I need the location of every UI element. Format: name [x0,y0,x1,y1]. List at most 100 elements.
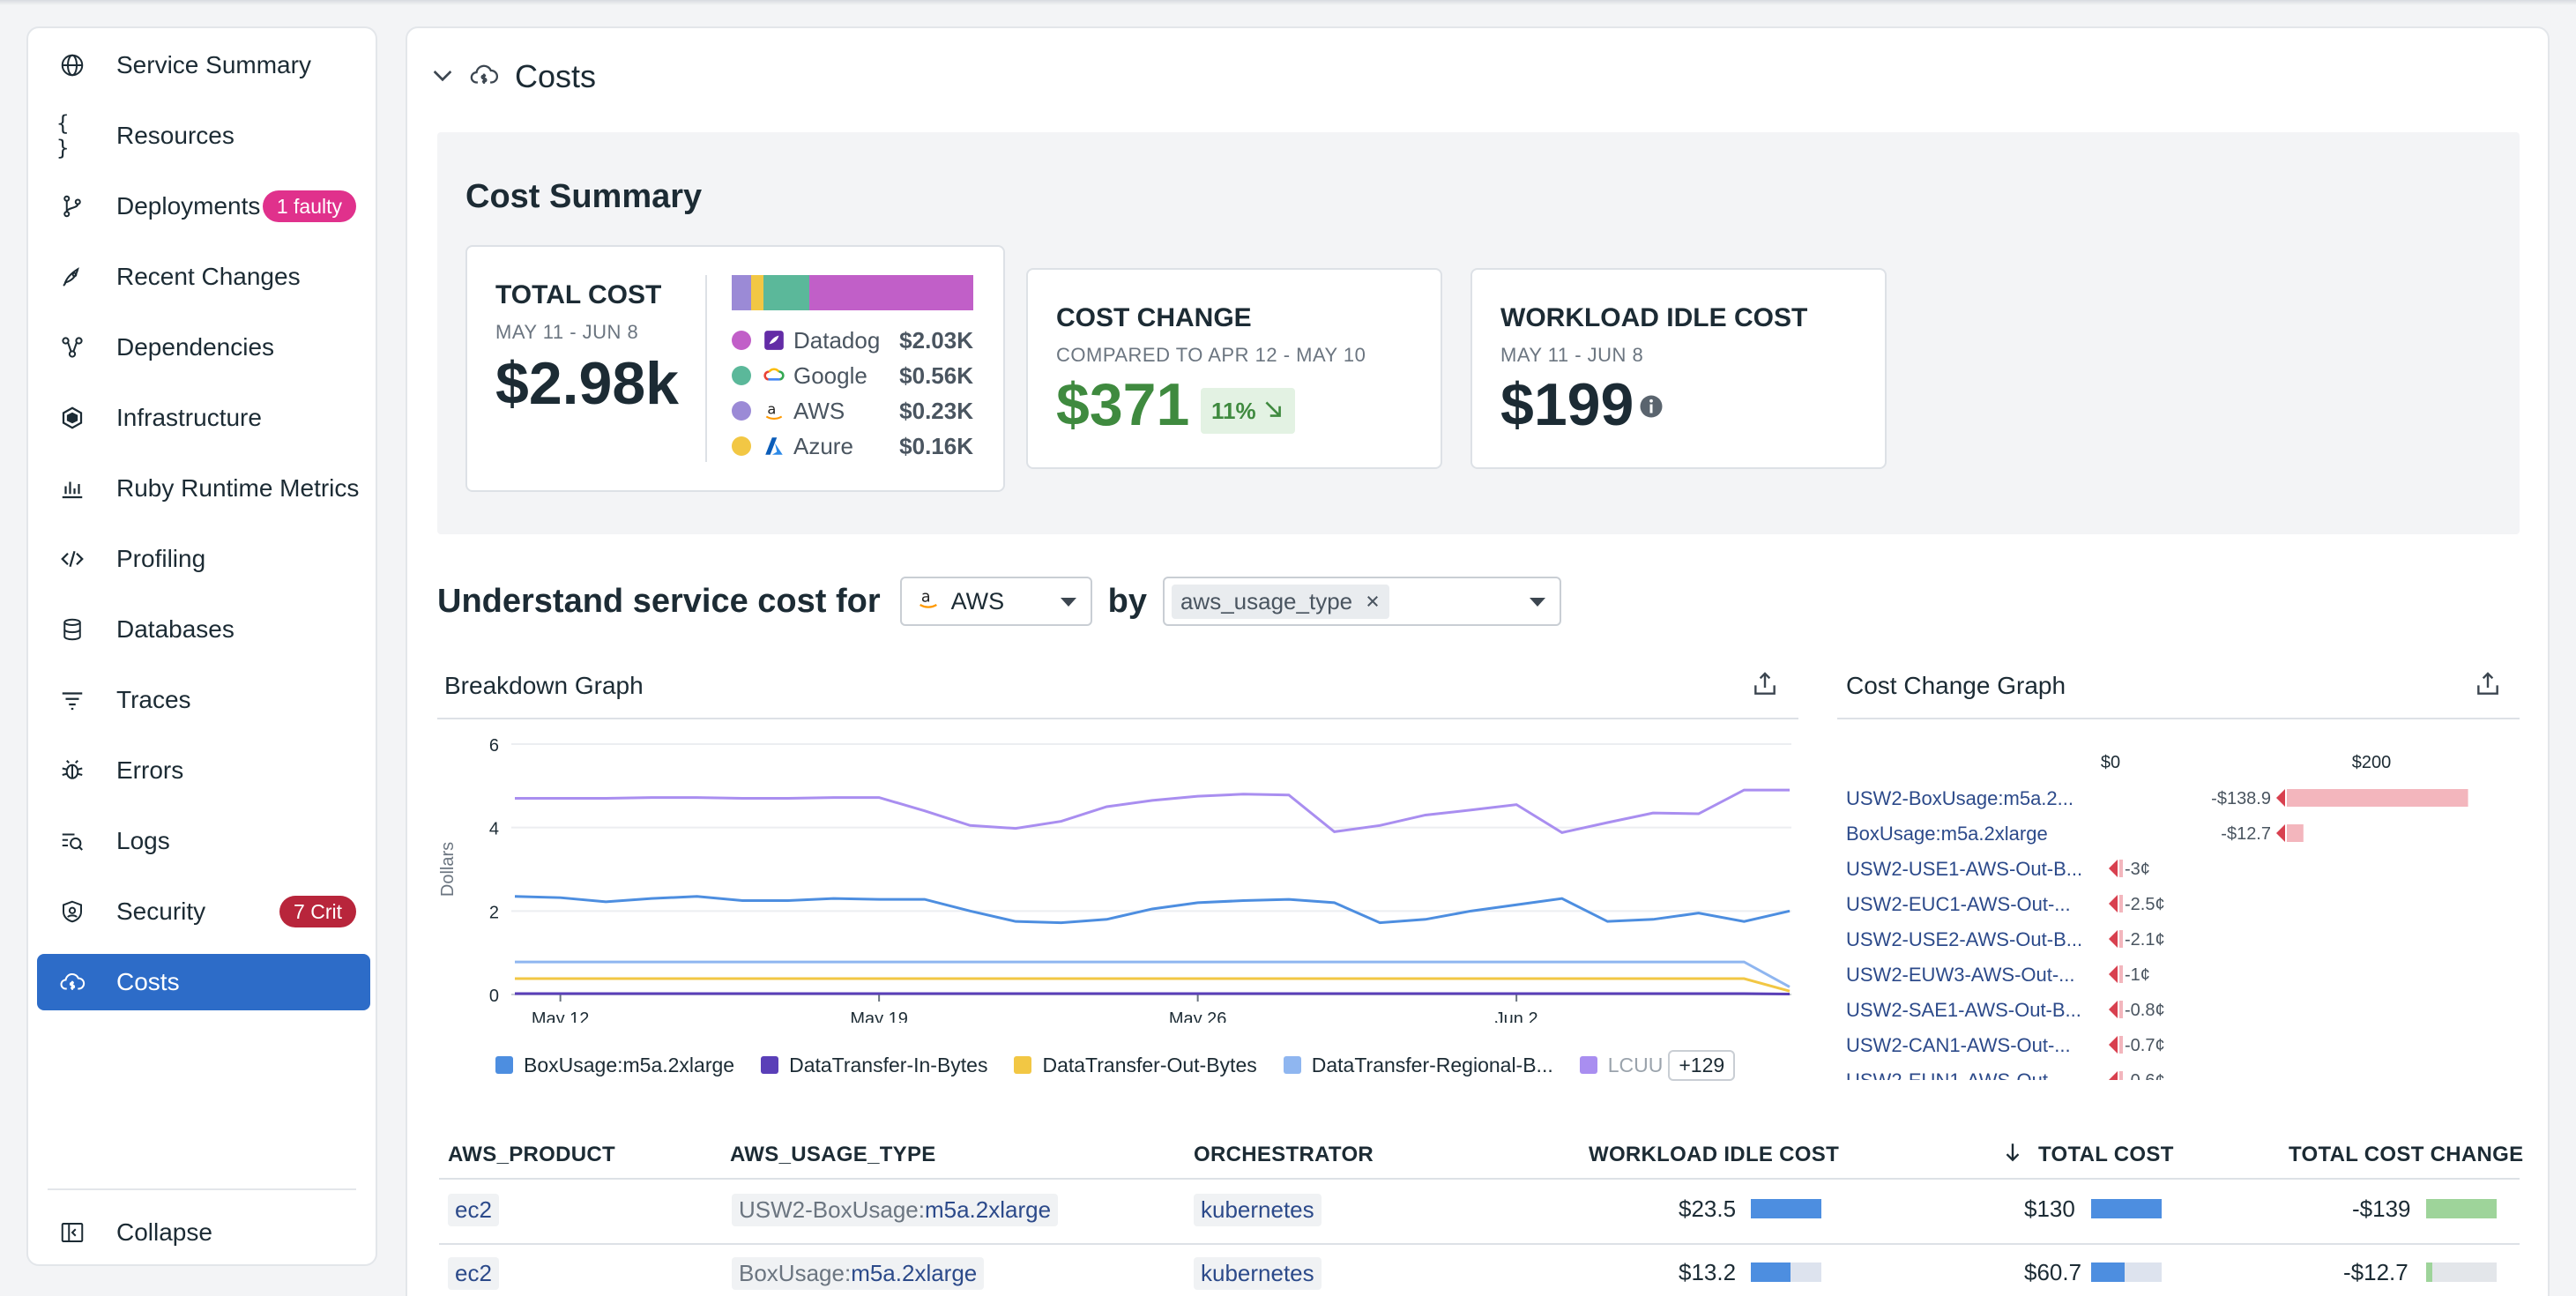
sidebar-item-databases[interactable]: Databases [37,601,370,658]
azure-logo-icon [762,434,786,458]
sidebar-item-traces[interactable]: Traces [37,672,370,728]
sidebar-item-label: Costs [116,968,180,995]
column-header-total-cost[interactable]: TOTAL COST [2038,1143,2174,1166]
product-cell[interactable]: ec2 [448,1194,499,1226]
cost-change-bar[interactable] [2119,1036,2123,1054]
cost-change-card: COST CHANGE COMPARED TO APR 12 - MAY 10 … [1026,268,1442,469]
filter-prefix: Understand service cost for [437,582,881,620]
sidebar-item-profiling[interactable]: Profiling [37,531,370,587]
sidebar-item-ruby-runtime-metrics[interactable]: Ruby Runtime Metrics [37,460,370,517]
google-cloud-logo-icon [762,363,786,388]
sort-desc-icon[interactable] [2001,1139,2024,1170]
product-cell[interactable]: ec2 [448,1257,499,1290]
info-icon[interactable] [1638,393,1664,424]
cost-change-arrow [2109,930,2118,948]
crit-badge: 7 Crit [279,896,356,927]
cost-change-row-label[interactable]: USW2-EUN1-AWS-Out-... [1846,1069,2071,1080]
cost-change-bar[interactable] [2119,860,2123,877]
series-line[interactable] [515,977,1791,993]
orchestrator-cell[interactable]: kubernetes [1194,1194,1322,1226]
usage-type-cell[interactable]: BoxUsage:m5a.2xlarge [732,1257,985,1290]
provider-name: Azure [793,432,853,459]
bug-icon [56,755,88,786]
column-header-orchestrator[interactable]: ORCHESTRATOR [1194,1143,1374,1166]
hexagon-icon [56,402,88,434]
sidebar-item-security[interactable]: Security 7 Crit [37,883,370,940]
collapse-button[interactable]: Collapse [37,1204,370,1261]
cost-change-row-label[interactable]: USW2-BoxUsage:m5a.2... [1846,787,2073,809]
sidebar-item-deployments[interactable]: Deployments 1 faulty [37,178,370,235]
cost-change-bar[interactable] [2119,965,2123,983]
cost-change-arrow [2109,965,2118,983]
legend-item[interactable]: LCUU [1579,1054,1663,1077]
legend-item[interactable]: DataTransfer-In-Bytes [761,1054,987,1077]
cost-change-row-label[interactable]: USW2-SAE1-AWS-Out-B... [1846,999,2081,1021]
sidebar-item-recent-changes[interactable]: Recent Changes [37,249,370,305]
cost-change-row-label[interactable]: BoxUsage:m5a.2xlarge [1846,823,2048,845]
legend-item[interactable]: DataTransfer-Out-Bytes [1014,1054,1257,1077]
column-header-total-cost-change[interactable]: TOTAL COST CHANGE [2289,1143,2524,1166]
legend-item[interactable]: DataTransfer-Regional-B... [1283,1054,1553,1077]
share-segment-datadog [808,275,973,310]
total-cost-value: $2.98k [495,350,679,417]
axis-tick-label: $0 [2101,753,2120,772]
provider-row-google: Google $0.56K [732,360,973,391]
x-tick-label: May 26 [1169,1009,1227,1023]
column-header-aws-product[interactable]: AWS_PRODUCT [448,1143,615,1166]
sidebar-item-label: Ruby Runtime Metrics [116,474,360,502]
sidebar-item-logs[interactable]: Logs [37,813,370,869]
provider-name: AWS [793,397,845,424]
table-header-divider [439,1178,2520,1180]
export-icon[interactable] [2474,670,2502,703]
cost-change-bar[interactable] [2287,824,2304,842]
sidebar-item-label: Resources [116,122,235,149]
collapse-icon [56,1217,88,1248]
orchestrator-cell[interactable]: kubernetes [1194,1257,1322,1290]
provider-select[interactable]: a AWS [899,577,1092,626]
sidebar-item-infrastructure[interactable]: Infrastructure [37,390,370,446]
series-line[interactable] [514,895,1791,925]
cost-change-arrow [2109,860,2118,877]
x-tick-label: May 19 [850,1009,908,1023]
column-header-aws-usage-type[interactable]: AWS_USAGE_TYPE [730,1143,936,1166]
chevron-down-icon[interactable] [428,61,457,93]
globe-icon [56,49,88,81]
group-by-select[interactable]: aws_usage_type [1162,577,1561,626]
datadog-logo-icon [762,328,786,353]
cost-change-row-label[interactable]: USW2-CAN1-AWS-Out-... [1846,1034,2071,1056]
cost-change-bar[interactable] [2119,895,2123,912]
sidebar-item-service-summary[interactable]: Service Summary [37,37,370,93]
cost-change-value: -2.1¢ [2125,930,2165,950]
legend-more-button[interactable]: +129 [1668,1049,1736,1081]
amazon-logo-icon: a [916,586,941,617]
close-icon[interactable] [1365,588,1381,615]
legend-item[interactable]: BoxUsage:m5a.2xlarge [495,1054,734,1077]
sidebar-item-label: Traces [116,686,191,713]
section-header[interactable]: Costs [428,55,596,99]
usage-type-cell[interactable]: USW2-BoxUsage:m5a.2xlarge [732,1194,1059,1226]
usage-type-prefix: BoxUsage: [739,1260,852,1286]
cost-change-row-label[interactable]: USW2-EUW3-AWS-Out-... [1846,964,2075,986]
sidebar-item-dependencies[interactable]: Dependencies [37,319,370,376]
cost-change-bar[interactable] [2119,1071,2123,1080]
cost-change-bar[interactable] [2119,1001,2123,1018]
cost-change-row-label[interactable]: USW2-EUC1-AWS-Out-... [1846,893,2071,915]
column-header-workload-idle-cost[interactable]: WORKLOAD IDLE COST [1589,1143,1840,1166]
cost-change-row-label[interactable]: USW2-USE2-AWS-Out-B... [1846,928,2082,950]
provider-row-aws: a AWS $0.23K [732,395,973,427]
cost-change-row-label[interactable]: USW2-USE1-AWS-Out-B... [1846,858,2082,880]
sidebar-item-errors[interactable]: Errors [37,742,370,799]
breakdown-graph-title: Breakdown Graph [444,672,644,699]
provider-name: Google [793,361,867,389]
cost-change-bar[interactable] [2119,930,2123,948]
bar-chart-icon [56,473,88,504]
series-line[interactable] [515,788,1790,834]
sidebar-item-costs[interactable]: Costs [37,954,370,1010]
sidebar-item-resources[interactable]: { } Resources [37,108,370,164]
cost-change-bar[interactable] [2287,789,2468,807]
usage-type-rest: m5a.2xlarge [924,1196,1052,1223]
cost-summary-title: Cost Summary [465,178,703,215]
series-line[interactable] [515,960,1791,988]
sidebar-item-label: Security [116,898,206,925]
export-icon[interactable] [1751,670,1779,703]
